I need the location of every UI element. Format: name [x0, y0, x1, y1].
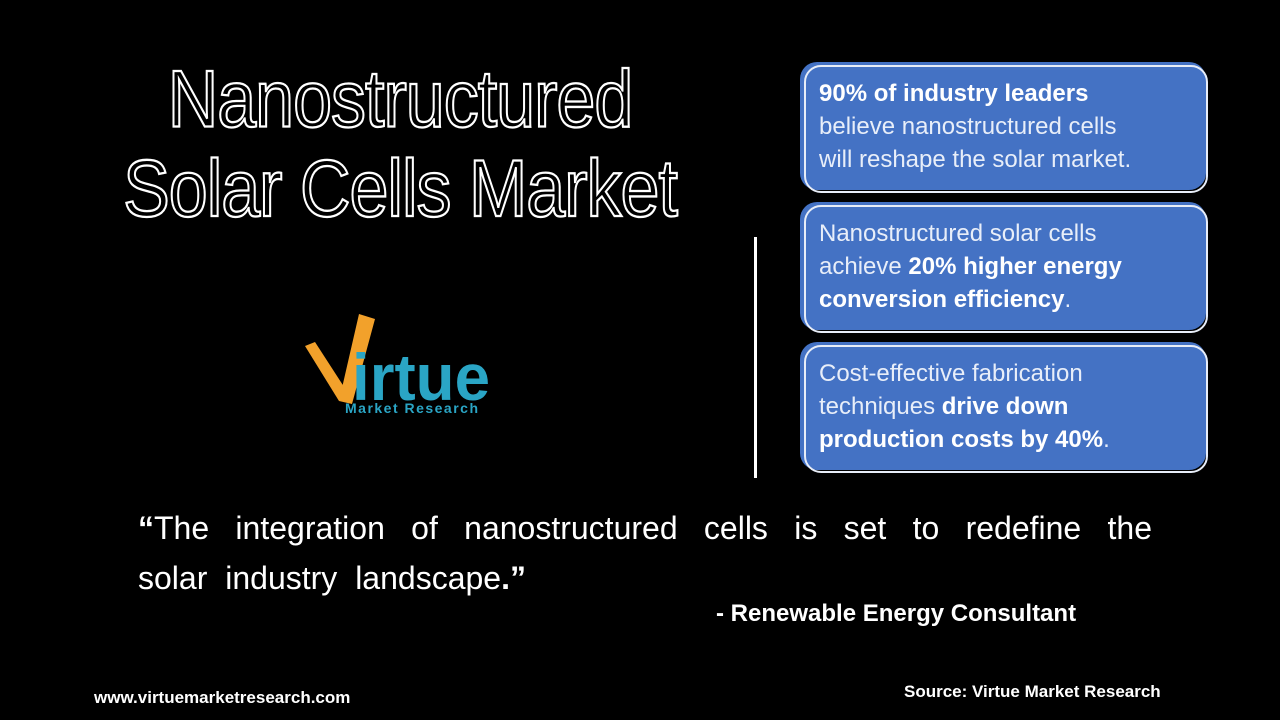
close-quote-mark: .” [501, 560, 526, 596]
quote-attribution: - Renewable Energy Consultant [716, 600, 1077, 627]
title-line-2: Solar Cells Market [122, 143, 679, 235]
highlight-card: Nanostructured solar cells achieve 20% h… [800, 202, 1208, 333]
vertical-divider-line [754, 237, 757, 478]
virtue-market-research-logo: irtue Market Research [285, 305, 500, 420]
highlight-card-text: Cost-effective fabrication techniques dr… [819, 359, 1110, 453]
slide-title: Nanostructured Solar Cells Market [30, 53, 770, 235]
quote-line-1: “The integration of nanostructured cells… [138, 503, 1152, 553]
quote-line-2: solar industry landscape.” [138, 553, 1152, 603]
highlight-card: 90% of industry leaders believe nanostru… [800, 62, 1208, 193]
highlight-card-text: Nanostructured solar cells achieve 20% h… [819, 219, 1122, 313]
footer-source: Source: Virtue Market Research [904, 682, 1161, 701]
quote-text-2: solar industry landscape [138, 560, 502, 596]
highlight-card: Cost-effective fabrication techniques dr… [800, 342, 1208, 473]
logo-v-right-stroke [339, 314, 375, 404]
quote-text-1: The integration of nanostructured cells … [154, 510, 1152, 546]
quote-block: “The integration of nanostructured cells… [138, 503, 1152, 603]
title-line-1: Nanostructured [167, 53, 635, 145]
logo-wordmark: irtue [352, 340, 490, 414]
logo-subtitle: Market Research [345, 400, 478, 416]
footer-website: www.virtuemarketresearch.com [94, 688, 351, 707]
highlight-cards: 90% of industry leaders believe nanostru… [800, 62, 1208, 473]
highlight-card-text: 90% of industry leaders believe nanostru… [819, 79, 1132, 173]
open-quote-mark: “ [138, 510, 154, 546]
logo-v-left-stroke [305, 342, 348, 401]
